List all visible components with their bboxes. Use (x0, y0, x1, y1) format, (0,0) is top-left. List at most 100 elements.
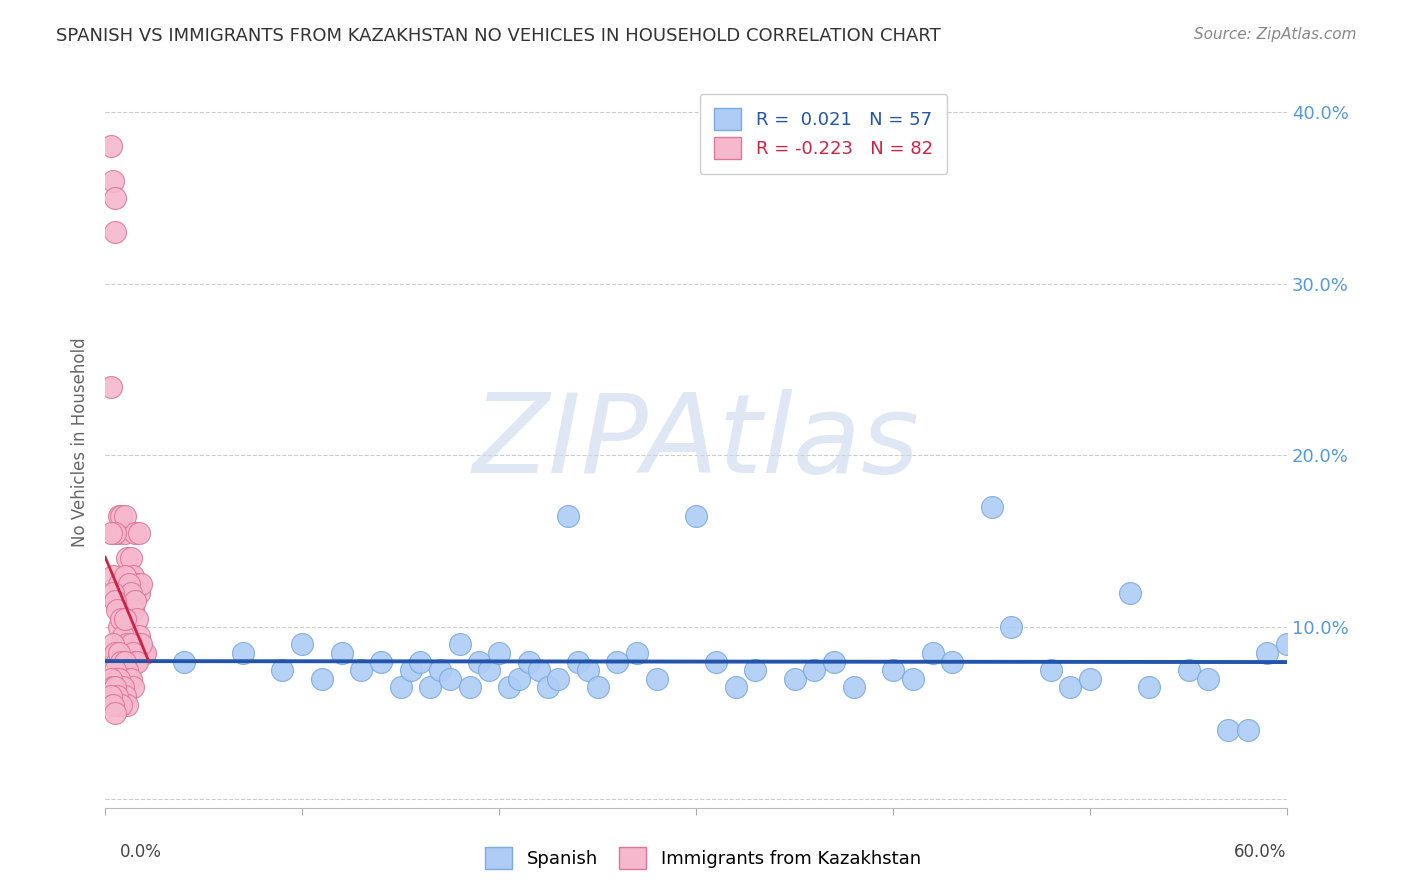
Point (110, 586, 132, 600)
Point (527, 663, 550, 677)
Y-axis label: No Vehicles in Household: No Vehicles in Household (72, 338, 89, 548)
Point (517, 655, 540, 669)
Point (108, 620, 131, 634)
Point (576, 663, 599, 677)
Point (105, 603, 128, 617)
Point (111, 577, 134, 591)
Point (108, 577, 131, 591)
Point (478, 663, 501, 677)
Text: 0.0%: 0.0% (120, 843, 162, 861)
Text: 60.0%: 60.0% (1234, 843, 1286, 861)
Text: ZIPAtlas: ZIPAtlas (472, 389, 920, 496)
Point (108, 508, 131, 523)
Point (980, 500, 1002, 514)
Point (100, 672, 122, 686)
Point (823, 655, 845, 669)
Legend: Spanish, Immigrants from Kazakhstan: Spanish, Immigrants from Kazakhstan (475, 838, 931, 879)
Point (101, 637, 124, 651)
Point (468, 655, 491, 669)
Point (114, 508, 136, 523)
Point (111, 629, 134, 643)
Point (449, 637, 471, 651)
Point (1000, 620, 1022, 634)
Point (121, 681, 143, 695)
Point (842, 681, 865, 695)
Point (118, 646, 141, 660)
Point (173, 655, 195, 669)
Point (803, 663, 825, 677)
Point (1216, 723, 1239, 738)
Point (1137, 681, 1160, 695)
Point (429, 663, 451, 677)
Point (110, 681, 132, 695)
Point (685, 508, 707, 523)
Point (101, 681, 124, 695)
Point (115, 698, 138, 712)
Point (439, 672, 461, 686)
Point (110, 655, 132, 669)
Legend: R =  0.021   N = 57, R = -0.223   N = 82: R = 0.021 N = 57, R = -0.223 N = 82 (700, 94, 948, 174)
Point (458, 681, 481, 695)
Point (104, 681, 127, 695)
Point (1078, 672, 1101, 686)
Point (606, 655, 628, 669)
Point (1059, 681, 1081, 695)
Point (125, 612, 148, 626)
Point (104, 646, 127, 660)
Point (921, 646, 943, 660)
Point (104, 225, 127, 239)
Point (121, 646, 143, 660)
Point (121, 603, 143, 617)
Point (114, 568, 136, 582)
Point (547, 672, 569, 686)
Point (105, 655, 128, 669)
Point (370, 655, 392, 669)
Point (124, 586, 146, 600)
Point (128, 629, 150, 643)
Point (128, 586, 150, 600)
Point (115, 594, 138, 608)
Point (101, 698, 124, 712)
Point (115, 637, 138, 651)
Point (110, 698, 132, 712)
Point (105, 672, 128, 686)
Point (114, 689, 136, 703)
Point (744, 663, 766, 677)
Point (111, 594, 134, 608)
Point (104, 594, 127, 608)
Point (114, 525, 136, 540)
Point (488, 646, 510, 660)
Point (882, 663, 904, 677)
Point (118, 577, 141, 591)
Point (104, 191, 127, 205)
Point (626, 646, 648, 660)
Point (108, 525, 131, 540)
Point (124, 594, 146, 608)
Point (104, 525, 127, 540)
Point (114, 655, 136, 669)
Point (134, 646, 156, 660)
Point (389, 681, 412, 695)
Point (100, 139, 122, 153)
Point (645, 672, 668, 686)
Point (105, 594, 128, 608)
Point (120, 672, 142, 686)
Point (125, 577, 148, 591)
Point (330, 646, 353, 660)
Point (1275, 637, 1298, 651)
Point (232, 646, 254, 660)
Point (111, 663, 134, 677)
Point (100, 380, 122, 394)
Point (557, 508, 579, 523)
Point (124, 525, 146, 540)
Point (399, 663, 422, 677)
Point (115, 551, 138, 566)
Point (101, 663, 124, 677)
Point (704, 655, 727, 669)
Point (104, 663, 127, 677)
Point (101, 173, 124, 187)
Point (110, 612, 132, 626)
Point (118, 568, 141, 582)
Point (1256, 646, 1278, 660)
Point (101, 586, 124, 600)
